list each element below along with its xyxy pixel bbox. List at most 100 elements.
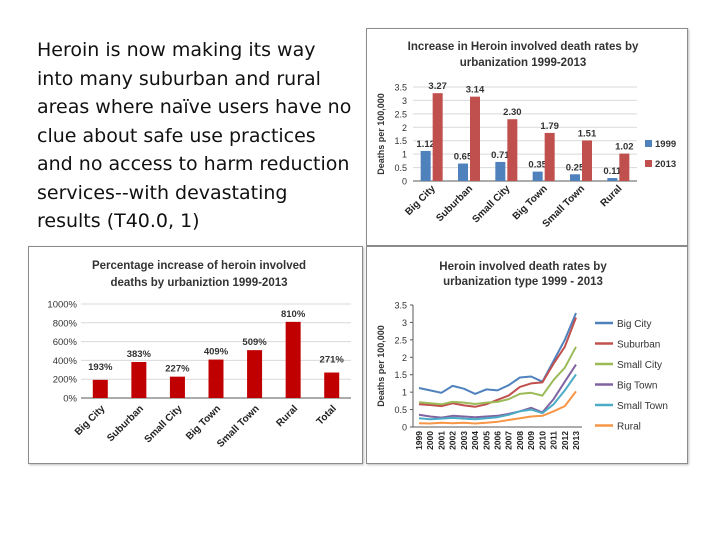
- data-label: 1.12: [416, 139, 435, 150]
- y-tick-label: 0%: [63, 394, 77, 405]
- y-tick-label: 2.5: [394, 335, 407, 345]
- bar-2013-suburban: [470, 96, 480, 181]
- bar-big-city: [92, 379, 108, 398]
- line-small-city: [418, 346, 577, 406]
- bar-2013-rural: [619, 153, 630, 181]
- chart-title: Heroin involved death rates by: [439, 261, 607, 273]
- x-tick-label: 2012: [560, 431, 570, 450]
- legend-entry: Small Town: [617, 401, 668, 412]
- percentage-increase-chart: Percentage increase of heroin involved de…: [47, 260, 351, 450]
- percentage-increase-chart-panel: Percentage increase of heroin involved de…: [28, 246, 363, 464]
- bar-suburban: [131, 361, 147, 398]
- legend-swatch: [645, 140, 652, 147]
- line-rural: [418, 390, 577, 425]
- legend-entry: Big Town: [617, 381, 657, 392]
- x-tick-label: 2009: [526, 431, 536, 450]
- data-label: 1.79: [540, 121, 559, 132]
- y-tick-label: 1: [402, 150, 407, 160]
- y-tick-label: 600%: [53, 337, 78, 348]
- y-tick-label: 200%: [53, 375, 78, 386]
- data-label: 0.71: [491, 150, 510, 161]
- x-tick-label: Big Town: [184, 403, 223, 442]
- slide-text: Heroin is now making its way into many s…: [37, 39, 352, 232]
- x-tick-label: 2001: [436, 431, 446, 450]
- bar-2013-small-city: [507, 119, 518, 181]
- x-tick-label: Rural: [274, 403, 300, 429]
- x-tick-label: 1999: [414, 431, 424, 450]
- legend-entry: 1999: [655, 139, 676, 150]
- x-tick-label: 2013: [571, 431, 581, 450]
- bar-1999-rural: [607, 178, 618, 181]
- bar-big-town: [208, 359, 224, 398]
- y-tick-label: 2: [402, 353, 407, 363]
- x-tick-label: 2000: [425, 431, 435, 450]
- x-tick-label: 2011: [549, 431, 559, 450]
- y-tick-label: 0.5: [394, 163, 407, 173]
- chart-title: urbanization type 1999 - 2013: [443, 276, 603, 288]
- y-tick-label: 0: [402, 177, 407, 187]
- legend-swatch: [645, 160, 652, 167]
- bar-1999-small-town: [570, 174, 580, 181]
- y-tick-label: 3.5: [394, 83, 407, 93]
- x-tick-label: Rural: [599, 183, 625, 209]
- data-label: 1.02: [615, 142, 634, 153]
- death-rate-line-chart: Heroin involved death rates by urbanizati…: [376, 261, 668, 450]
- bar-1999-big-city: [420, 150, 431, 181]
- bar-2013-small-town: [582, 140, 592, 181]
- x-tick-label: Big City: [403, 183, 438, 218]
- data-label: 383%: [127, 349, 152, 360]
- y-tick-label: 1.5: [394, 370, 407, 380]
- x-tick-label: 2008: [515, 431, 525, 450]
- x-tick-label: 2006: [493, 431, 503, 450]
- chart-title: Percentage increase of heroin involved: [92, 260, 306, 272]
- data-label: 409%: [204, 347, 229, 358]
- legend-entry: 2013: [655, 159, 676, 170]
- data-label: 3.27: [428, 81, 447, 92]
- chart-title: Increase in Heroin involved death rates …: [408, 41, 639, 53]
- line-big-city: [418, 312, 577, 395]
- x-tick-label: Small City: [143, 403, 185, 445]
- bar-2013-big-city: [432, 93, 443, 181]
- y-tick-label: 800%: [53, 318, 78, 329]
- legend-entry: Big City: [617, 319, 651, 330]
- legend-entry: Suburban: [617, 340, 660, 351]
- x-tick-label: 2003: [459, 431, 469, 450]
- y-axis-label: Deaths per 100,000: [376, 325, 386, 407]
- line-big-town: [418, 364, 577, 419]
- data-label: 271%: [320, 355, 345, 366]
- x-tick-label: 2010: [537, 431, 547, 450]
- x-tick-label: 2004: [470, 431, 480, 450]
- x-tick-label: Total: [315, 403, 339, 427]
- deaths-rate-bar-chart-panel: Increase in Heroin involved death rates …: [366, 28, 688, 246]
- bar-small-town: [247, 350, 263, 398]
- legend-entry: Rural: [617, 422, 641, 433]
- y-tick-label: 1: [402, 388, 407, 398]
- x-tick-label: Big City: [73, 403, 108, 438]
- bar-small-city: [169, 376, 185, 398]
- line-small-town: [418, 373, 577, 421]
- y-tick-label: 1.5: [394, 136, 407, 146]
- data-label: 0.35: [528, 160, 547, 171]
- y-tick-label: 2.5: [394, 109, 407, 119]
- bar-total: [324, 372, 340, 398]
- data-label: 0.25: [566, 162, 585, 173]
- chart-title: deaths by urbaniztion 1999-2013: [110, 277, 287, 289]
- legend-entry: Small City: [617, 360, 662, 371]
- data-label: 227%: [165, 364, 190, 375]
- data-label: 193%: [88, 362, 113, 373]
- x-tick-label: 2002: [448, 431, 458, 450]
- x-tick-label: Small City: [470, 183, 512, 225]
- data-label: 2.30: [503, 107, 522, 118]
- x-tick-label: 2007: [504, 431, 514, 450]
- bar-1999-small-city: [495, 161, 506, 181]
- data-label: 0.65: [454, 152, 473, 163]
- data-label: 0.11: [603, 166, 622, 177]
- x-tick-label: Suburban: [434, 183, 475, 224]
- line-suburban: [418, 317, 577, 408]
- bar-rural: [285, 321, 301, 398]
- data-label: 509%: [242, 337, 267, 348]
- deaths-rate-bar-chart: Increase in Heroin involved death rates …: [376, 41, 676, 230]
- data-label: 3.14: [466, 85, 485, 96]
- bar-2013-big-town: [544, 132, 555, 181]
- y-tick-label: 3: [402, 318, 407, 328]
